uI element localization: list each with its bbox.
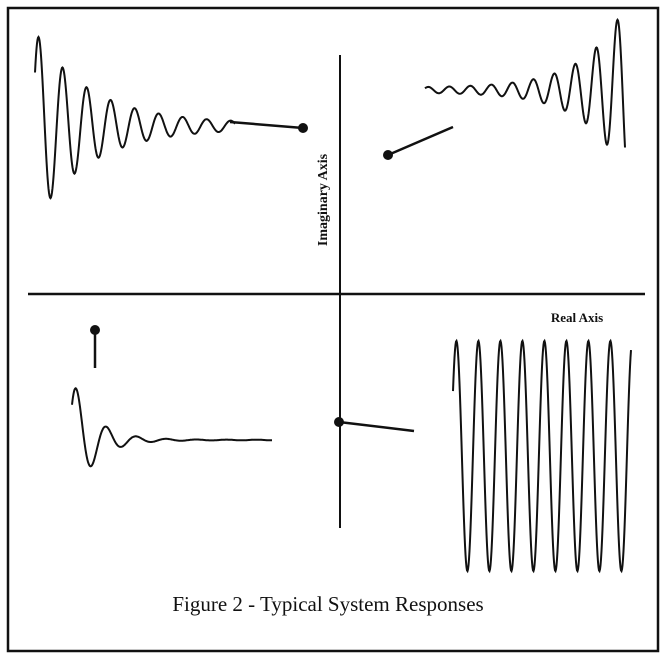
frame (6, 6, 660, 653)
pole-line (229, 120, 304, 130)
caption: Figure 2 - Typical System Responses (172, 592, 483, 616)
pole-line (387, 125, 454, 157)
response-waveform (71, 387, 272, 468)
imaginary-axis-label: Imaginary Axis (316, 153, 331, 246)
pole (298, 123, 308, 133)
pole-line (338, 420, 415, 433)
response-waveform (424, 18, 626, 148)
response-waveform (452, 338, 632, 574)
pole (334, 417, 344, 427)
pole (383, 150, 393, 160)
real-axis-label: Real Axis (551, 310, 603, 325)
pole (90, 325, 100, 335)
response-waveform (34, 35, 236, 200)
